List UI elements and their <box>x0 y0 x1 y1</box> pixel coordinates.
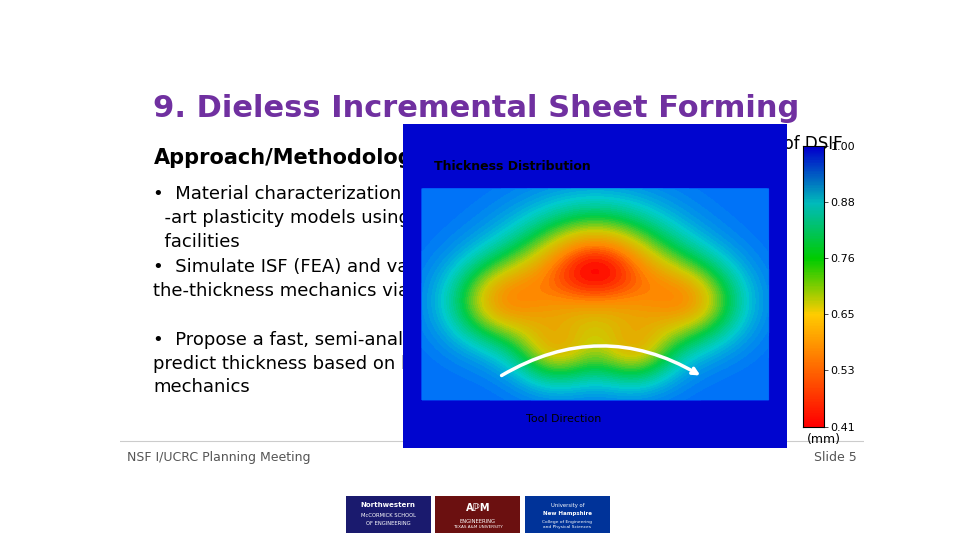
FancyBboxPatch shape <box>435 496 520 532</box>
Text: ENGINEERING: ENGINEERING <box>460 519 495 524</box>
Text: •  Material characterization and state-of-the
  -art plasticity models using the: • Material characterization and state-of… <box>154 185 552 251</box>
Text: Northwestern: Northwestern <box>361 502 416 509</box>
Text: •  Propose a fast, semi-analytical model to
predict thickness based on learnt
me: • Propose a fast, semi-analytical model … <box>154 331 539 396</box>
Text: Slide 5: Slide 5 <box>814 451 856 464</box>
Text: Finite Element Simulation of DSIF: Finite Element Simulation of DSIF <box>566 136 843 153</box>
Text: Thickness Distribution: Thickness Distribution <box>434 159 590 173</box>
Text: OF ENGINEERING: OF ENGINEERING <box>366 521 411 526</box>
Text: AℙM: AℙM <box>466 503 490 514</box>
Text: •  Simulate ISF (FEA) and validate through-
the-thickness mechanics via experime: • Simulate ISF (FEA) and validate throug… <box>154 258 542 300</box>
Text: TEXAS A&M UNIVERSITY: TEXAS A&M UNIVERSITY <box>453 525 503 529</box>
Text: College of Engineering: College of Engineering <box>542 519 592 524</box>
Text: 9. Dieless Incremental Sheet Forming: 9. Dieless Incremental Sheet Forming <box>154 94 800 123</box>
Text: and Physical Sciences: and Physical Sciences <box>543 525 591 529</box>
Text: New Hampshire: New Hampshire <box>542 511 592 516</box>
Text: Approach/Methodologies:: Approach/Methodologies: <box>154 148 455 168</box>
FancyBboxPatch shape <box>525 496 610 532</box>
Text: University of: University of <box>551 503 584 508</box>
Text: McCORMICK SCHOOL: McCORMICK SCHOOL <box>361 512 416 518</box>
Text: NSF I/UCRC Planning Meeting: NSF I/UCRC Planning Meeting <box>128 451 311 464</box>
Text: (mm): (mm) <box>806 433 841 446</box>
FancyBboxPatch shape <box>346 496 431 532</box>
Text: Tool Direction: Tool Direction <box>526 414 602 424</box>
